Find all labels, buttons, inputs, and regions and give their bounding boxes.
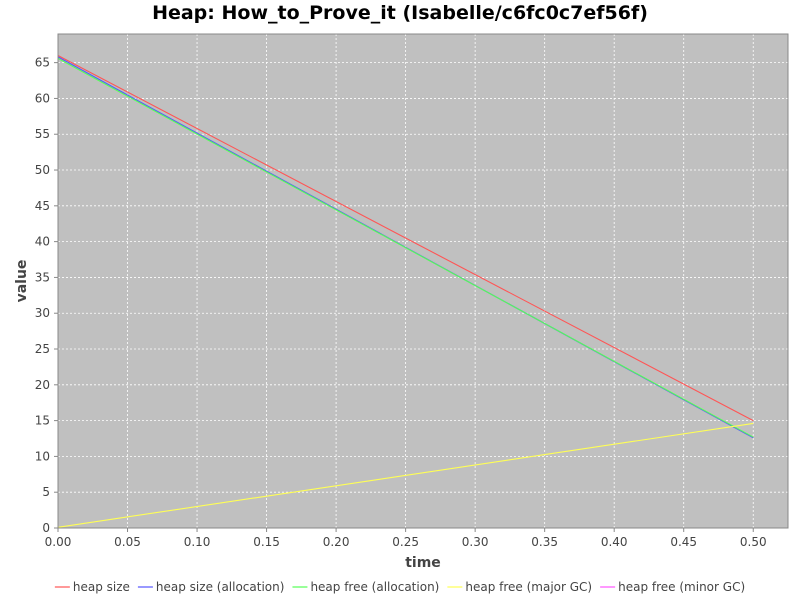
legend-item-2: heap free (allocation) (292, 580, 439, 594)
y-tick-label: 55 (35, 127, 50, 141)
y-tick-label: 50 (35, 163, 50, 177)
plot-border (57, 33, 789, 529)
legend-item-3: heap free (major GC) (447, 580, 592, 594)
series-line-3 (57, 422, 754, 528)
legend-item-4: heap free (minor GC) (600, 580, 745, 594)
legend-item-0: heap size (54, 580, 130, 594)
chart-title: Heap: How_to_Prove_it (Isabelle/c6fc0c7e… (152, 2, 648, 24)
legend-item-1: heap size (allocation) (137, 580, 285, 594)
y-tick-label: 15 (35, 414, 50, 428)
plot-area (58, 34, 788, 528)
x-tick-label: 0.05 (114, 535, 141, 549)
y-tick-label: 25 (35, 342, 50, 356)
y-tick-label: 10 (35, 449, 50, 463)
y-axis-label: value (14, 260, 30, 303)
legend-label: heap free (major GC) (465, 580, 592, 594)
y-tick-label: 5 (42, 485, 50, 499)
y-tick-label: 65 (35, 56, 50, 70)
y-tick-label: 30 (35, 306, 50, 320)
x-axis-label: time (405, 555, 441, 571)
y-tick-label: 45 (35, 199, 50, 213)
legend-label: heap free (allocation) (310, 580, 439, 594)
x-tick-label: 0.35 (531, 535, 558, 549)
series-line-2 (57, 57, 754, 438)
x-tick-label: 0.40 (601, 535, 628, 549)
legend-label: heap size (73, 580, 130, 594)
y-tick-label: 60 (35, 91, 50, 105)
x-tick-label: 0.15 (253, 535, 280, 549)
x-tick-label: 0.20 (323, 535, 350, 549)
x-tick-label: 0.50 (740, 535, 767, 549)
x-tick-label: 0.25 (392, 535, 419, 549)
y-tick-label: 35 (35, 270, 50, 284)
y-axis: 0 5 10 15 20 25 30 35 40 45 50 55 60 65 (35, 56, 58, 535)
y-tick-label: 40 (35, 235, 50, 249)
x-tick-label: 0.30 (462, 535, 489, 549)
x-axis: 0.00 0.05 0.10 0.15 0.20 0.25 0.30 0.35 0.40 0.45… (45, 528, 767, 549)
y-tick-label: 0 (42, 521, 50, 535)
series-lines (57, 54, 754, 528)
legend: heap size heap size (allocation) heap free… (54, 580, 745, 594)
grid-lines (57, 34, 788, 529)
x-tick-label: 0.10 (184, 535, 211, 549)
legend-label: heap free (minor GC) (618, 580, 745, 594)
x-tick-label: 0.45 (670, 535, 697, 549)
y-tick-label: 20 (35, 378, 50, 392)
series-line-0 (57, 54, 754, 422)
legend-label: heap size (allocation) (156, 580, 285, 594)
x-tick-label: 0.00 (45, 535, 72, 549)
